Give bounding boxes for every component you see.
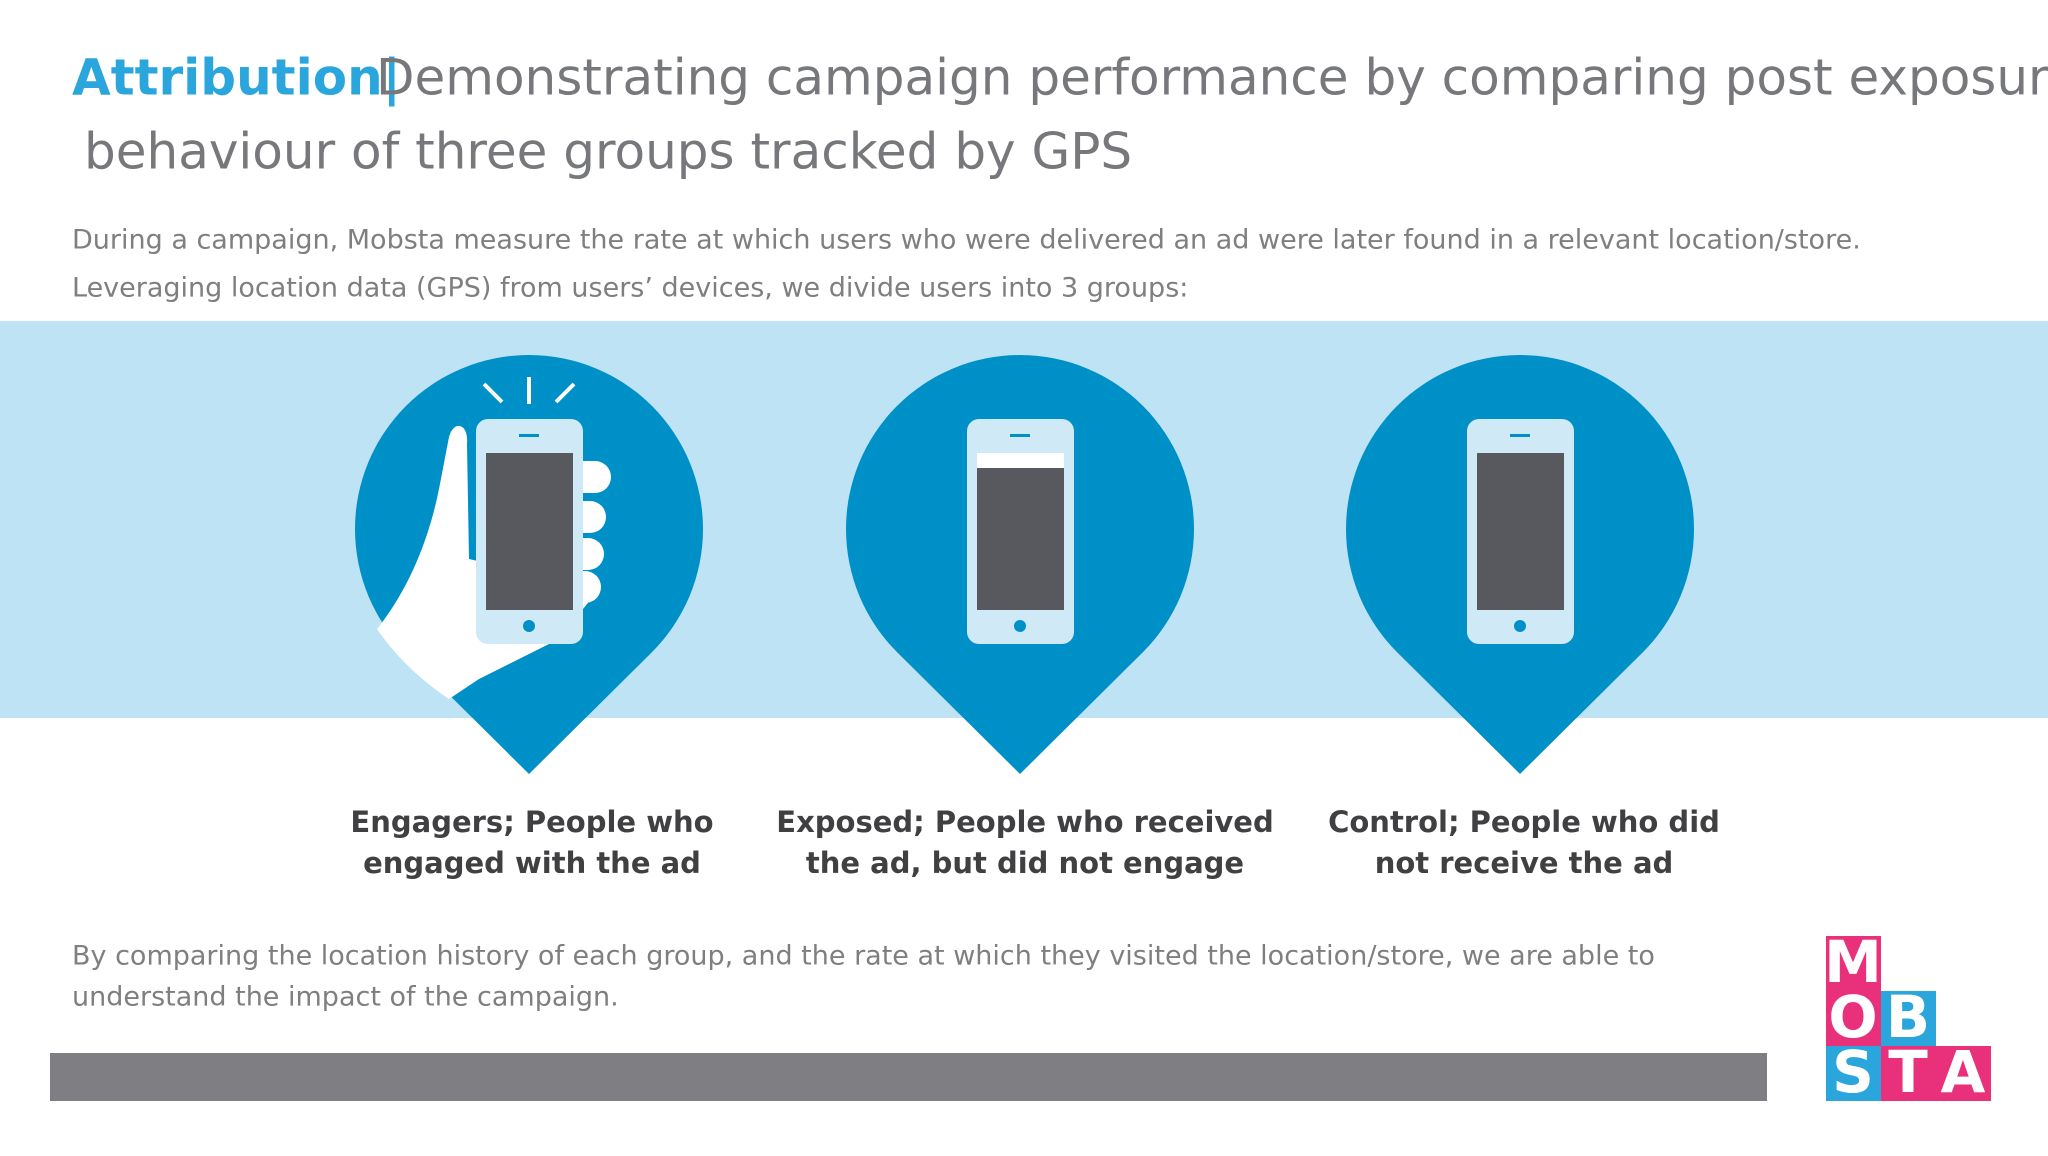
logo-letter: B (1886, 983, 1930, 1051)
title-line: behaviour of three groups tracked by GPS (84, 123, 1132, 181)
home-button (1014, 620, 1026, 632)
ray (482, 382, 504, 404)
pins (355, 355, 1694, 774)
home-button (523, 620, 535, 632)
logo-tile (1826, 991, 1881, 1046)
logo-letter: S (1832, 1038, 1874, 1106)
phone-screen (486, 453, 573, 610)
intro-line: Leveraging location data (GPS) from user… (72, 273, 1188, 304)
logo-tile (1881, 991, 1936, 1046)
group-label: engaged with the ad (363, 846, 701, 880)
group-label: Control; People who did (1328, 805, 1720, 839)
logo-tile (1936, 1046, 1991, 1101)
logo-letter: A (1941, 1038, 1986, 1106)
screen-banner (977, 453, 1064, 468)
group-label: not receive the ad (1375, 846, 1674, 880)
footer-bar (50, 1053, 1767, 1101)
outro-line: By comparing the location history of eac… (72, 941, 1655, 972)
phone-screen (977, 453, 1064, 610)
logo-tile (1826, 1046, 1881, 1101)
ray (554, 382, 576, 404)
home-button (1514, 620, 1526, 632)
logo-letter: O (1828, 983, 1877, 1051)
logo-tile (1881, 1046, 1936, 1101)
intro-line: During a campaign, Mobsta measure the ra… (72, 225, 1861, 256)
logo-letter: T (1888, 1038, 1928, 1106)
title-line: Demonstrating campaign performance by co… (376, 49, 2048, 107)
speaker (1510, 434, 1530, 437)
outro-line: understand the impact of the campaign. (72, 982, 619, 1013)
group-label: Exposed; People who received (776, 805, 1273, 839)
logo-letter: M (1824, 928, 1882, 996)
logo-tile (1826, 936, 1881, 991)
speaker (519, 434, 539, 437)
group-label: Engagers; People who (350, 805, 713, 839)
speaker (1010, 434, 1030, 437)
group-label: the ad, but did not engage (806, 846, 1244, 880)
logo: M O B S T A (1824, 928, 1991, 1106)
title-highlight: Attribution| (72, 49, 401, 107)
phone-screen (1477, 453, 1564, 610)
